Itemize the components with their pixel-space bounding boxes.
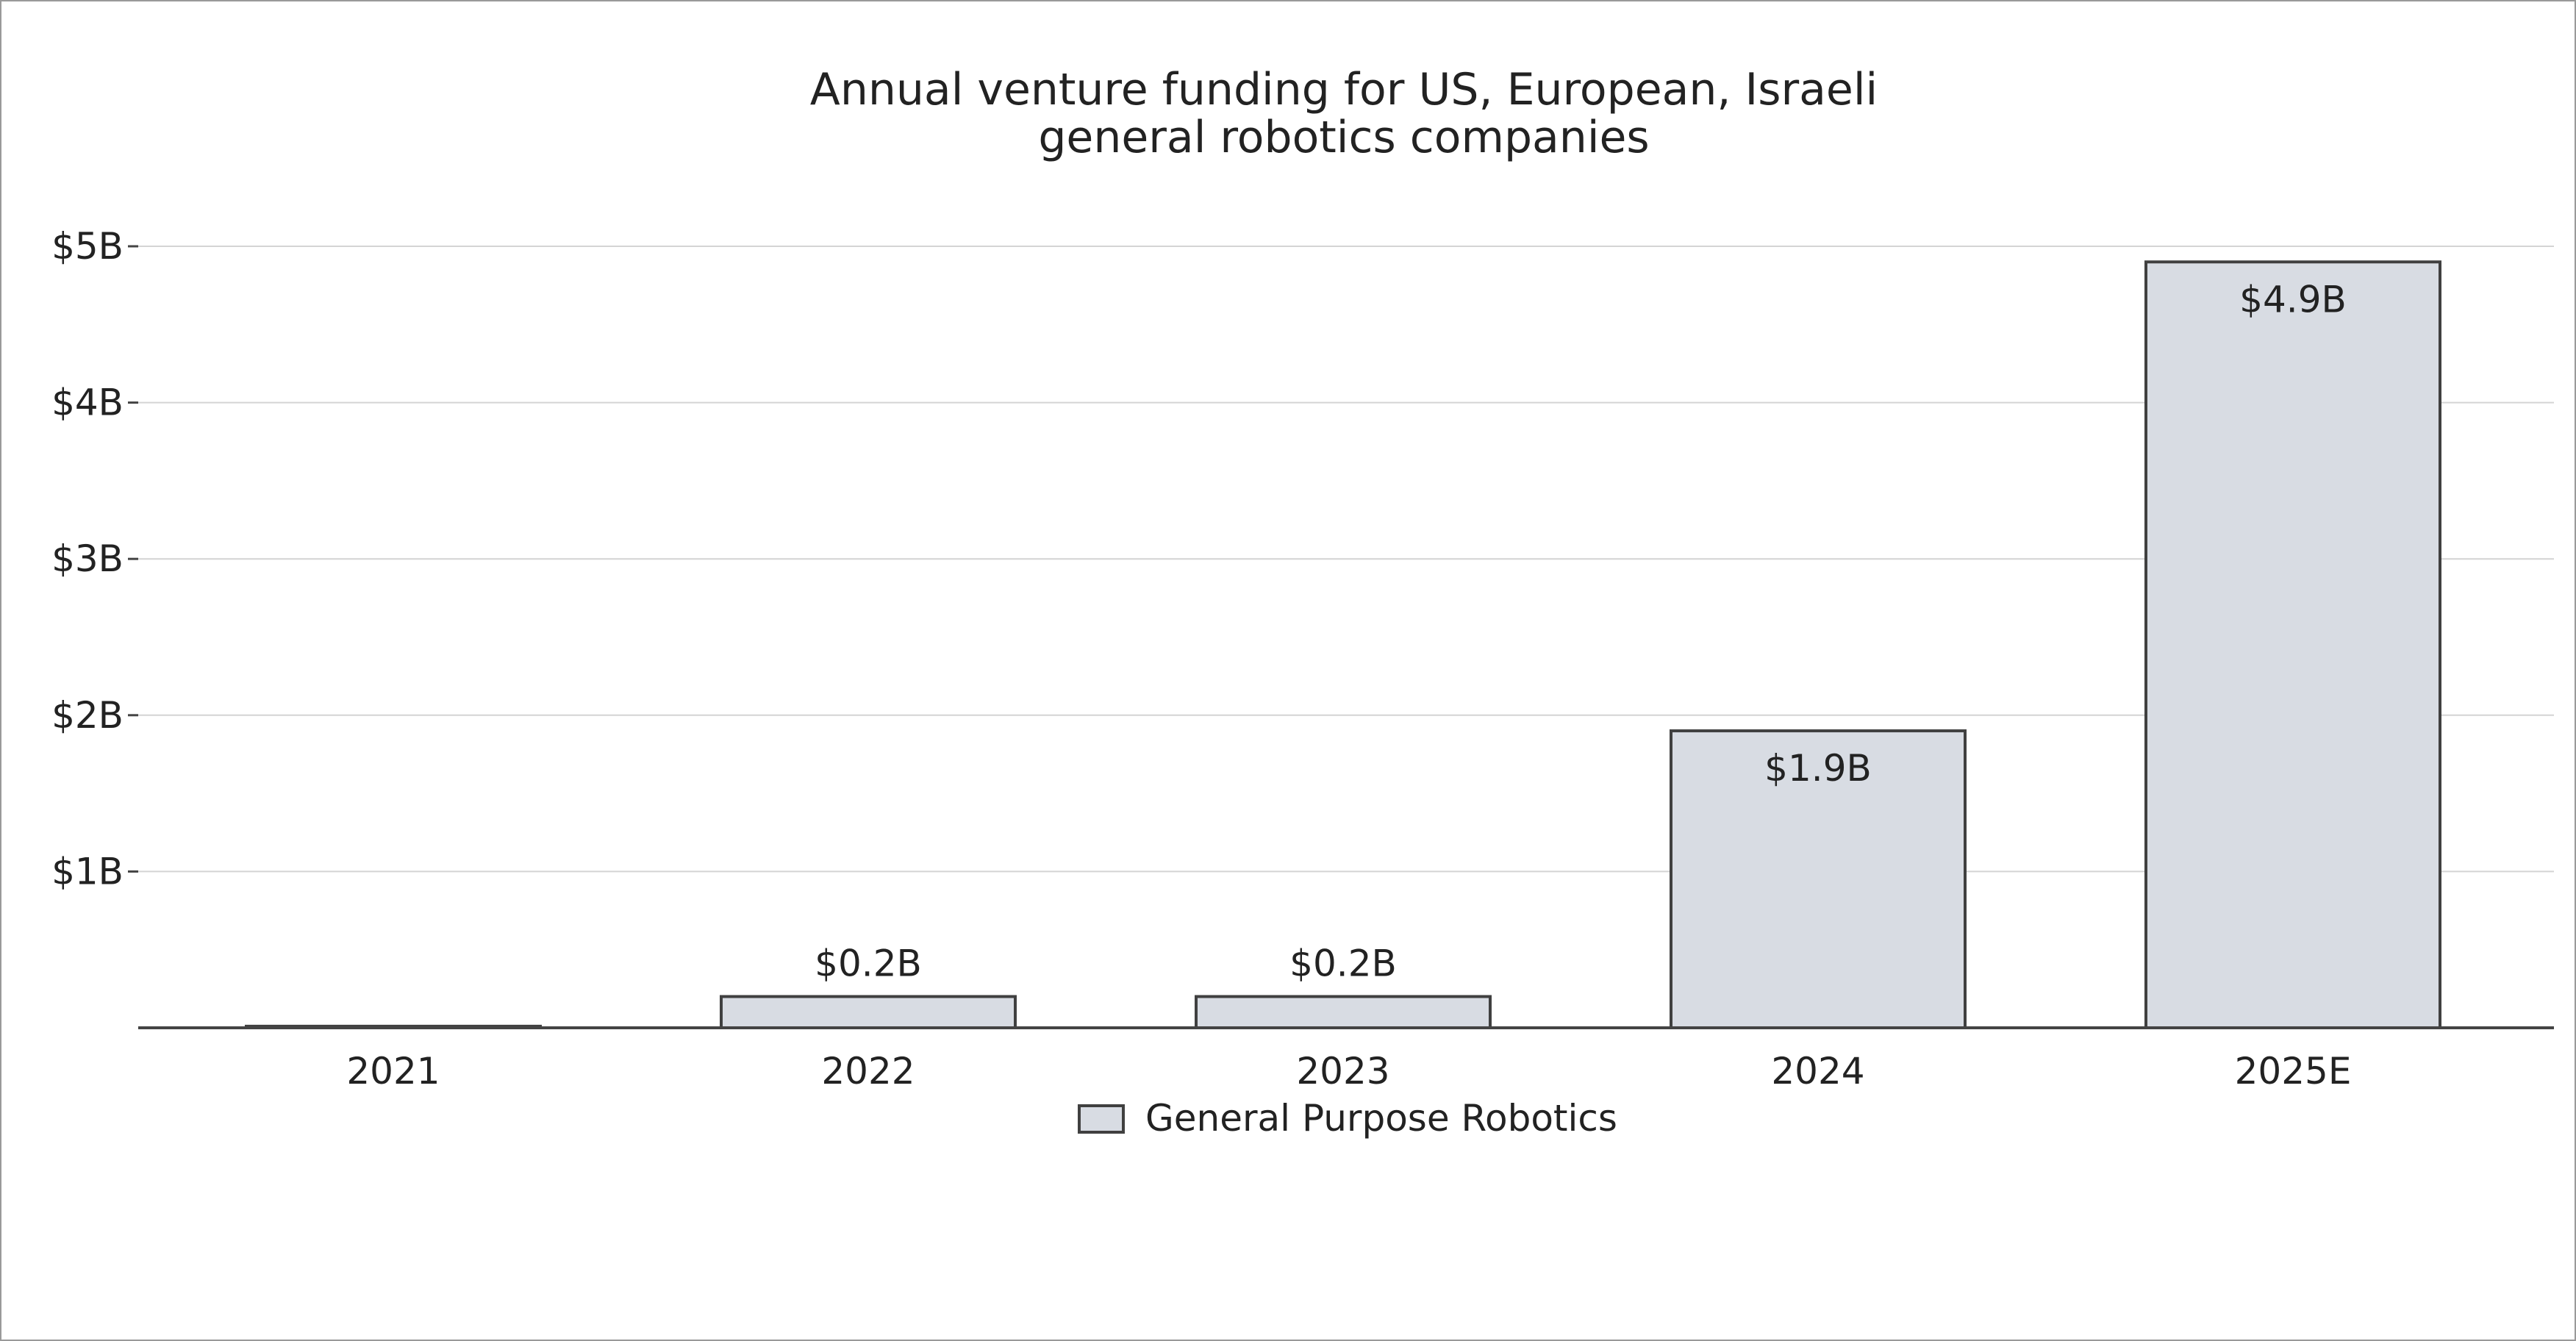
x-tick-label: 2025E [2235, 1050, 2352, 1093]
legend[interactable]: General Purpose Robotics [1078, 1097, 1617, 1140]
x-tick-label: 2023 [1296, 1050, 1389, 1093]
data-labels: $0.2B $0.2B $1.9B $4.9B [815, 278, 2347, 984]
bar-2022[interactable] [720, 995, 1017, 1029]
chart-title-line-1: Annual venture funding for US, European,… [810, 64, 1878, 115]
chart-title: Annual venture funding for US, European,… [810, 64, 1878, 163]
data-label-2022: $0.2B [815, 942, 922, 984]
y-tick-label: $5B [51, 225, 124, 268]
bar-2025E[interactable] [2144, 260, 2441, 1029]
y-tick-label: $2B [51, 694, 124, 737]
x-tick-label: 2024 [1771, 1050, 1864, 1093]
bar-series [245, 260, 2441, 1030]
data-label-2023: $0.2B [1289, 942, 1397, 984]
y-tick-label: $1B [51, 850, 124, 893]
x-axis: 2021 2022 2023 2024 2025E [138, 1026, 2554, 1093]
legend-swatch [1078, 1104, 1125, 1134]
legend-label: General Purpose Robotics [1145, 1097, 1617, 1140]
x-tick-label: 2021 [346, 1050, 440, 1093]
y-tick-label: $3B [51, 537, 124, 580]
data-label-2025E: $4.9B [2239, 278, 2347, 321]
bar-2023[interactable] [1195, 995, 1492, 1029]
y-axis: $1B $2B $3B $4B $5B [51, 225, 138, 893]
data-label-2024: $1.9B [1764, 747, 1872, 790]
bar-2024[interactable] [1670, 729, 1967, 1029]
chart-title-line-2: general robotics companies [1038, 112, 1649, 163]
y-tick-label: $4B [51, 382, 124, 424]
x-tick-label: 2022 [821, 1050, 915, 1093]
